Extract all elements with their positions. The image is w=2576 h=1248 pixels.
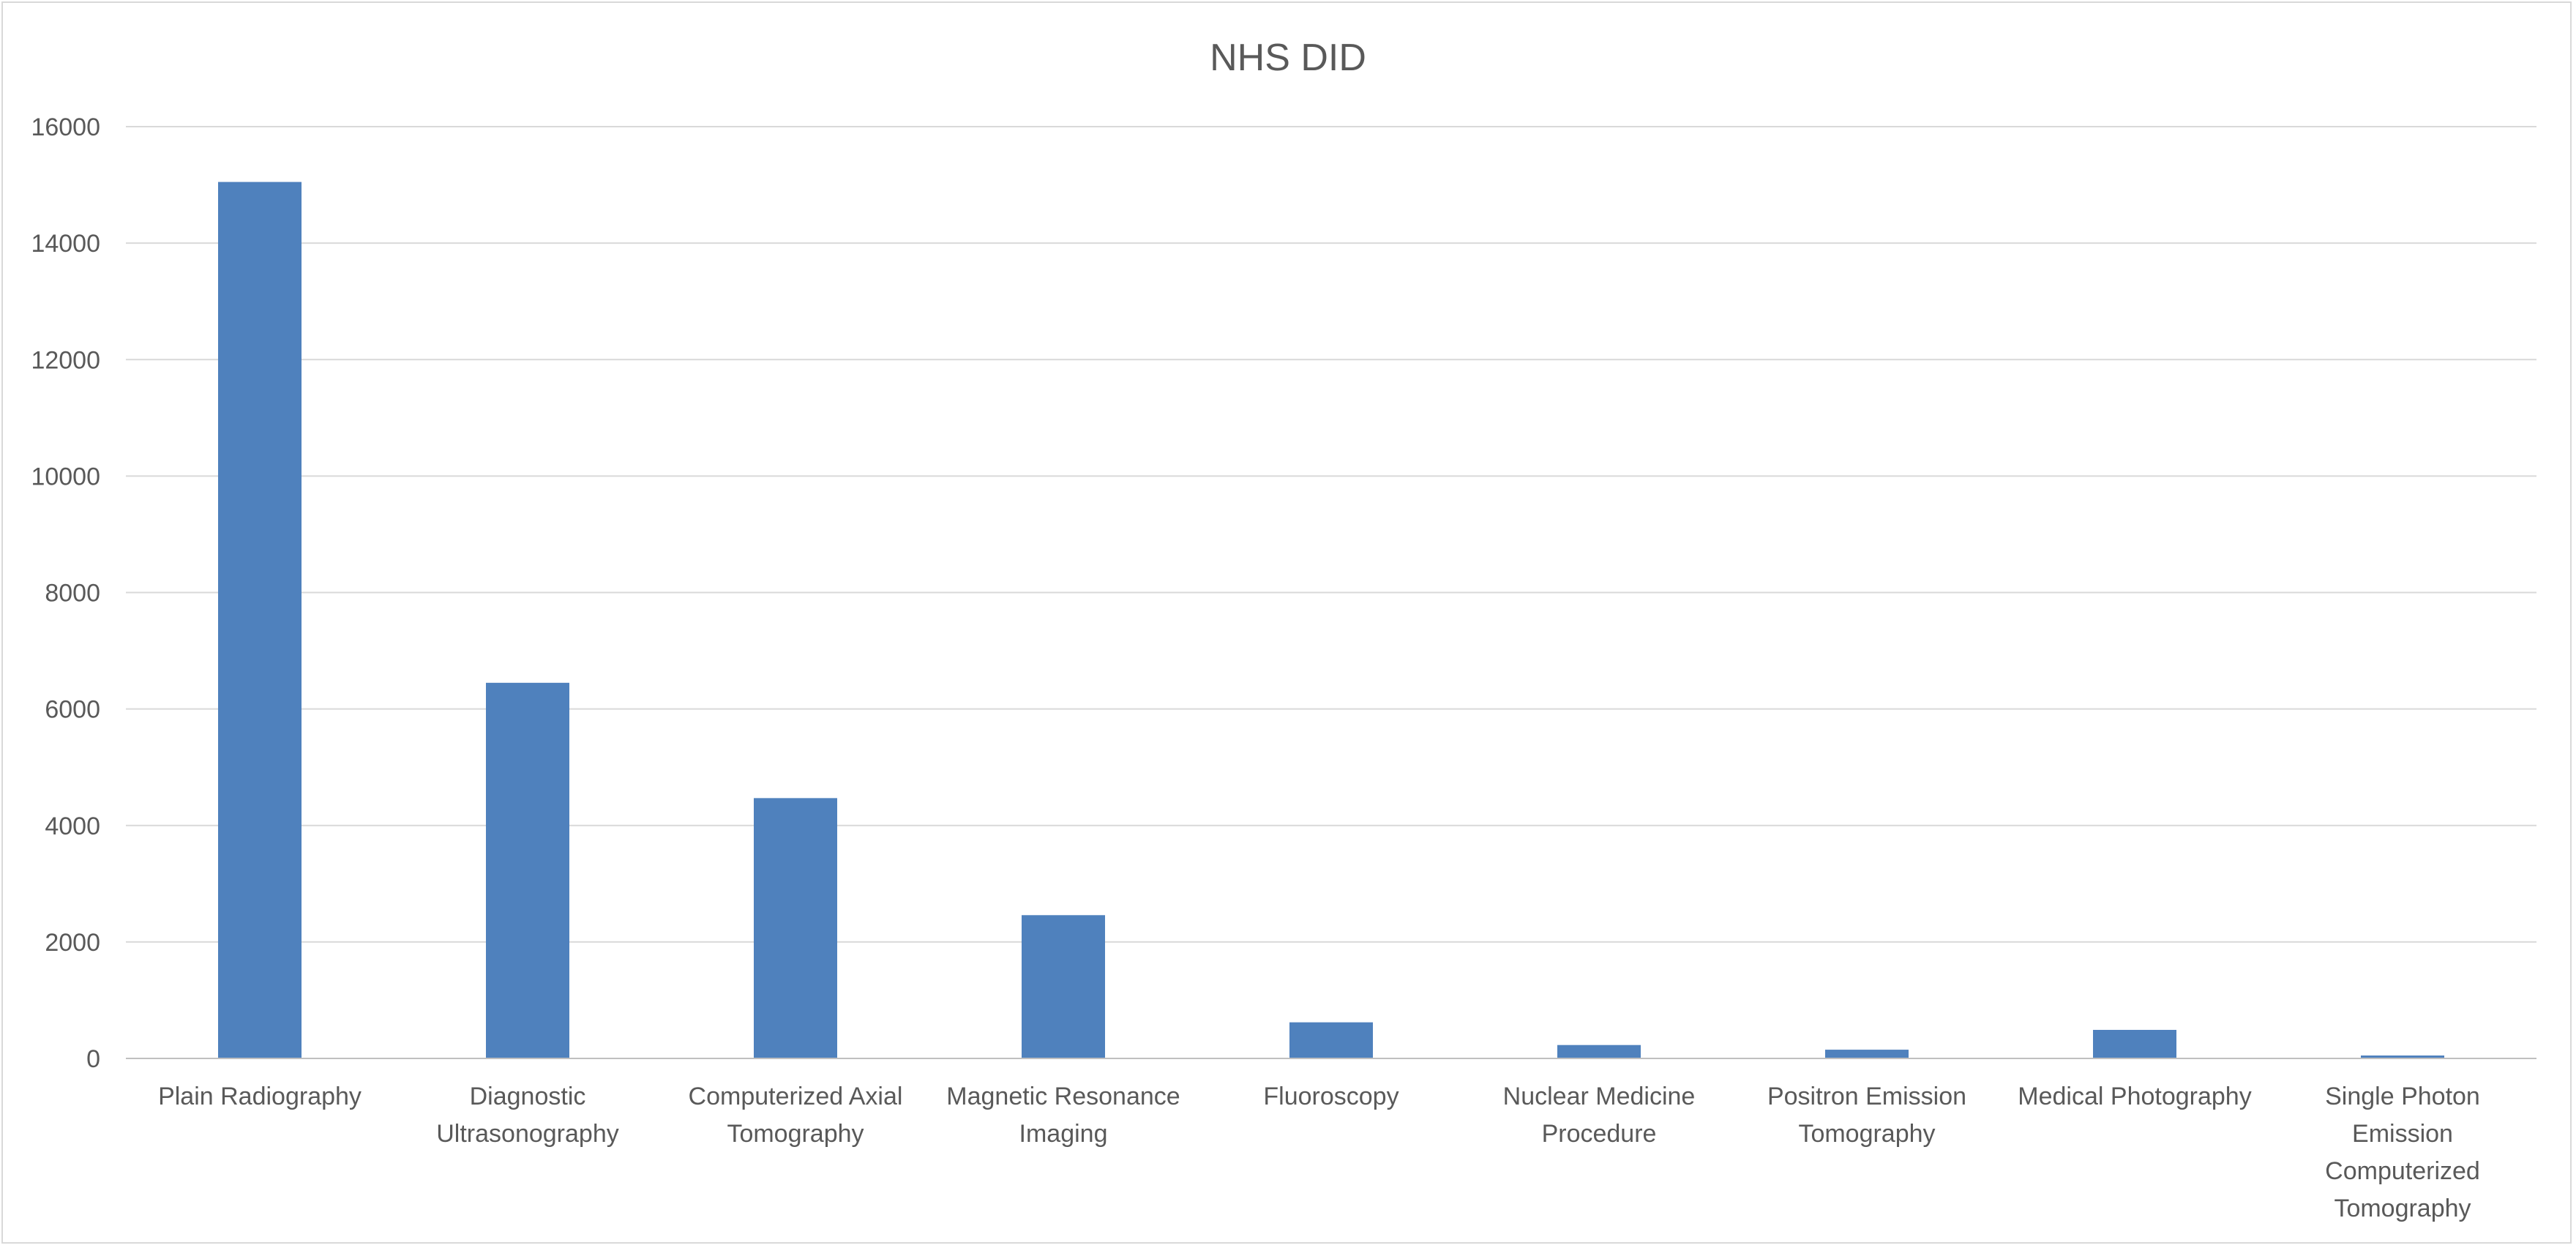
bar-1 <box>486 682 569 1058</box>
y-tick-label: 4000 <box>45 812 100 840</box>
x-category-label-line: Emission <box>2352 1120 2453 1148</box>
y-axis-tick-labels: 0 2000 4000 6000 8000 10000 12000 14000 16000 <box>31 113 100 1073</box>
x-category-label: Medical Photography <box>2018 1083 2251 1110</box>
x-category-label-line: Tomography <box>2334 1195 2471 1222</box>
bar-6 <box>1825 1050 1909 1058</box>
y-tick-label: 6000 <box>45 696 100 724</box>
x-category-label-line: Medical Photography <box>2018 1083 2251 1110</box>
y-tick-label: 2000 <box>45 929 100 957</box>
x-category-label-line: Ultrasonography <box>436 1120 618 1148</box>
x-category-label-line: Computerized <box>2325 1157 2480 1185</box>
x-category-label-line: Tomography <box>1798 1120 1935 1148</box>
bar-4 <box>1289 1022 1373 1058</box>
x-category-label-line: Fluoroscopy <box>1263 1083 1399 1110</box>
y-tick-label: 0 <box>86 1045 100 1073</box>
y-tick-label: 10000 <box>31 463 100 490</box>
bar-5 <box>1557 1045 1641 1058</box>
x-category-label-line: Imaging <box>1019 1120 1108 1148</box>
x-category-label-line: Diagnostic <box>470 1083 586 1110</box>
x-category-label: Magnetic Resonance Imaging <box>946 1083 1180 1148</box>
bar-0 <box>218 182 302 1059</box>
bars <box>218 182 2444 1059</box>
x-category-label-line: Magnetic Resonance <box>946 1083 1180 1110</box>
y-tick-label: 8000 <box>45 580 100 608</box>
y-tick-label: 14000 <box>31 230 100 258</box>
x-category-label: Positron Emission Tomography <box>1767 1083 1966 1148</box>
x-category-label: Computerized Axial Tomography <box>689 1083 903 1148</box>
x-category-label-line: Positron Emission <box>1767 1083 1966 1110</box>
x-category-label-line: Tomography <box>727 1120 864 1148</box>
bar-7 <box>2093 1030 2176 1058</box>
x-category-label-line: Single Photon <box>2325 1083 2480 1110</box>
x-category-label: Fluoroscopy <box>1263 1083 1399 1110</box>
x-category-label-line: Nuclear Medicine <box>1503 1083 1696 1110</box>
x-category-label: Nuclear Medicine Procedure <box>1503 1083 1696 1148</box>
y-tick-label: 16000 <box>31 113 100 141</box>
category-labels: Plain Radiography Diagnostic Ultrasonograp… <box>158 1083 2480 1222</box>
x-category-label: Diagnostic Ultrasonography <box>436 1083 618 1148</box>
x-category-label: Plain Radiography <box>158 1083 362 1110</box>
bar-2 <box>754 798 837 1058</box>
x-category-label-line: Computerized Axial <box>689 1083 903 1110</box>
x-category-label-line: Procedure <box>1542 1120 1657 1148</box>
bar-3 <box>1022 915 1105 1058</box>
x-category-label: Single Photon Emission Computerized Tomogra… <box>2325 1083 2480 1222</box>
bar-8 <box>2361 1055 2444 1058</box>
chart-title: NHS DID <box>1210 37 1366 79</box>
x-category-label-line: Plain Radiography <box>158 1083 362 1110</box>
y-tick-label: 12000 <box>31 346 100 374</box>
